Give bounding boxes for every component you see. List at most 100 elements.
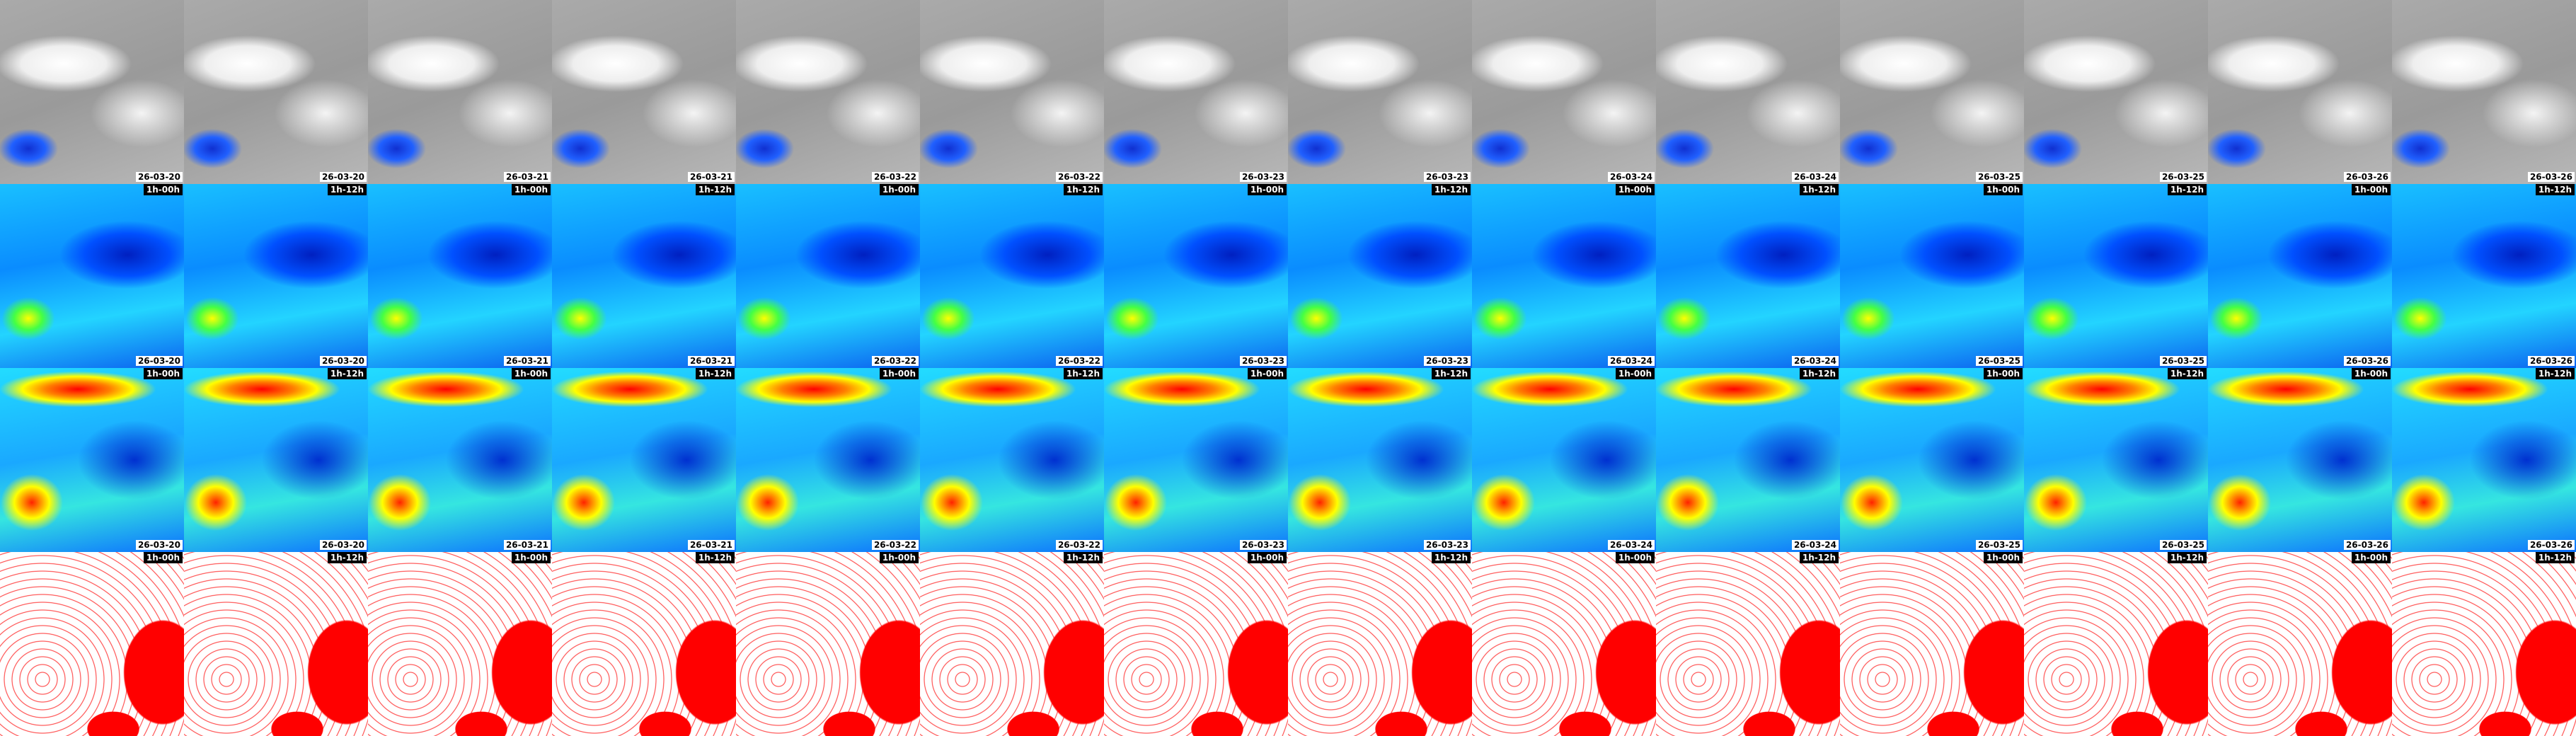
date-label: 26-03-20 — [319, 172, 367, 182]
map-tile: 1h-00h — [1472, 552, 1656, 736]
time-label: 1h-12h — [1799, 184, 1839, 195]
time-label: 1h-00h — [879, 368, 919, 379]
date-label: 26-03-24 — [1607, 172, 1655, 182]
time-label: 1h-00h — [879, 184, 919, 195]
date-label: 26-03-20 — [319, 356, 367, 366]
map-tile: 1h-12h 26-03-20 — [184, 368, 368, 552]
map-tile: 1h-00h 26-03-23 — [1104, 368, 1288, 552]
time-label: 1h-00h — [1247, 552, 1287, 563]
date-label: 26-03-23 — [1423, 356, 1471, 366]
date-label: 26-03-26 — [2343, 540, 2391, 550]
map-tile: 1h-12h 26-03-24 — [1656, 368, 1840, 552]
time-label: 1h-12h — [2167, 552, 2207, 563]
date-label: 26-03-25 — [2159, 356, 2207, 366]
time-label: 1h-00h — [1247, 184, 1287, 195]
time-label: 1h-00h — [2351, 368, 2391, 379]
date-label: 26-03-23 — [1423, 172, 1471, 182]
time-label: 1h-12h — [2535, 184, 2575, 195]
date-label: 26-03-25 — [2159, 172, 2207, 182]
map-tile: 1h-12h — [920, 552, 1104, 736]
map-tile: 1h-00h 26-03-26 — [2208, 184, 2392, 368]
map-tile: 26-03-22 — [920, 0, 1104, 184]
map-tile: 1h-00h 26-03-20 — [0, 184, 184, 368]
date-label: 26-03-20 — [135, 172, 183, 182]
date-label: 26-03-24 — [1791, 172, 1839, 182]
map-tile: 26-03-24 — [1472, 0, 1656, 184]
date-label: 26-03-20 — [135, 540, 183, 550]
map-tile: 26-03-20 — [184, 0, 368, 184]
map-tile: 1h-12h — [184, 552, 368, 736]
time-label: 1h-12h — [695, 368, 735, 379]
map-tile: 1h-00h 26-03-24 — [1472, 184, 1656, 368]
date-label: 26-03-22 — [871, 356, 919, 366]
map-tile: 1h-00h 26-03-22 — [736, 184, 920, 368]
time-label: 1h-12h — [1799, 368, 1839, 379]
date-label: 26-03-24 — [1791, 356, 1839, 366]
date-label: 26-03-20 — [135, 356, 183, 366]
map-tile: 1h-00h 26-03-21 — [368, 368, 552, 552]
map-tile: 26-03-21 — [368, 0, 552, 184]
date-label: 26-03-26 — [2527, 540, 2575, 550]
map-tile: 1h-12h 26-03-25 — [2024, 368, 2208, 552]
time-label: 1h-12h — [695, 184, 735, 195]
map-tile: 1h-12h 26-03-25 — [2024, 184, 2208, 368]
map-tile: 26-03-23 — [1288, 0, 1472, 184]
date-label: 26-03-21 — [687, 540, 735, 550]
map-tile: 1h-12h 26-03-26 — [2392, 184, 2576, 368]
map-tile: 1h-00h 26-03-24 — [1472, 368, 1656, 552]
map-tile: 26-03-26 — [2208, 0, 2392, 184]
date-label: 26-03-26 — [2343, 172, 2391, 182]
date-label: 26-03-22 — [871, 172, 919, 182]
time-label: 1h-00h — [1615, 368, 1655, 379]
map-tile: 26-03-22 — [736, 0, 920, 184]
map-tile: 1h-12h 26-03-24 — [1656, 184, 1840, 368]
date-label: 26-03-21 — [503, 540, 551, 550]
map-tile: 1h-00h — [736, 552, 920, 736]
time-label: 1h-00h — [143, 552, 183, 563]
date-label: 26-03-22 — [1055, 172, 1103, 182]
date-label: 26-03-21 — [503, 356, 551, 366]
time-label: 1h-12h — [695, 552, 735, 563]
map-tile: 26-03-21 — [552, 0, 736, 184]
date-label: 26-03-23 — [1239, 172, 1287, 182]
map-tile: 1h-00h — [0, 552, 184, 736]
date-label: 26-03-26 — [2527, 172, 2575, 182]
date-label: 26-03-26 — [2343, 356, 2391, 366]
date-label: 26-03-22 — [871, 540, 919, 550]
map-tile: 1h-00h 26-03-25 — [1840, 184, 2024, 368]
map-tile: 1h-12h 26-03-22 — [920, 184, 1104, 368]
map-tile: 1h-00h 26-03-22 — [736, 368, 920, 552]
date-label: 26-03-25 — [1975, 540, 2023, 550]
map-tile: 1h-12h 26-03-23 — [1288, 368, 1472, 552]
date-label: 26-03-24 — [1607, 356, 1655, 366]
map-tile: 26-03-24 — [1656, 0, 1840, 184]
time-label: 1h-12h — [2167, 368, 2207, 379]
time-label: 1h-12h — [1799, 552, 1839, 563]
time-label: 1h-00h — [511, 368, 551, 379]
map-tile: 26-03-23 — [1104, 0, 1288, 184]
time-label: 1h-12h — [1063, 184, 1103, 195]
map-tile: 1h-00h — [1104, 552, 1288, 736]
map-tile: 1h-00h 26-03-20 — [0, 368, 184, 552]
time-label: 1h-12h — [1063, 368, 1103, 379]
map-tile: 1h-12h — [2392, 552, 2576, 736]
time-label: 1h-00h — [1247, 368, 1287, 379]
map-tile: 26-03-25 — [1840, 0, 2024, 184]
map-tile: 1h-00h 26-03-21 — [368, 184, 552, 368]
time-label: 1h-00h — [1615, 552, 1655, 563]
time-label: 1h-00h — [2351, 184, 2391, 195]
date-label: 26-03-23 — [1423, 540, 1471, 550]
time-label: 1h-00h — [143, 184, 183, 195]
date-label: 26-03-25 — [2159, 540, 2207, 550]
map-tile: 1h-00h 26-03-25 — [1840, 368, 2024, 552]
time-label: 1h-12h — [1063, 552, 1103, 563]
date-label: 26-03-21 — [503, 172, 551, 182]
time-label: 1h-12h — [1431, 184, 1471, 195]
map-tile: 1h-12h 26-03-21 — [552, 368, 736, 552]
map-tile: 1h-00h — [2208, 552, 2392, 736]
time-label: 1h-00h — [1983, 368, 2023, 379]
time-label: 1h-00h — [1615, 184, 1655, 195]
date-label: 26-03-24 — [1791, 540, 1839, 550]
date-label: 26-03-23 — [1239, 540, 1287, 550]
